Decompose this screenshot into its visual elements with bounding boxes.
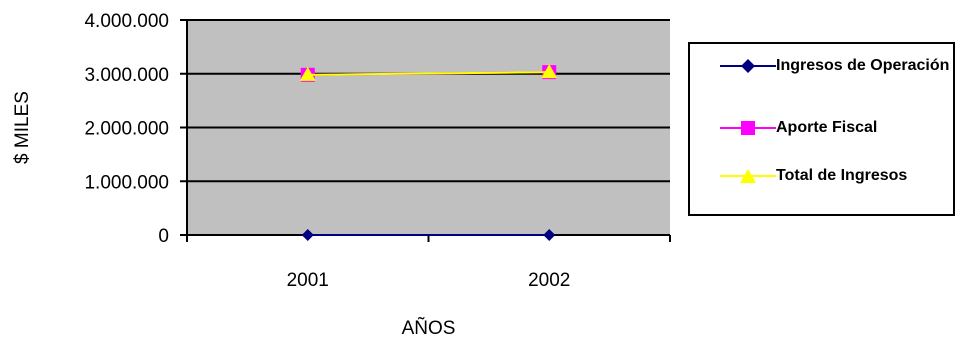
data-point-marker	[299, 66, 316, 81]
legend-label-total-ingresos: Total de Ingresos	[776, 167, 908, 184]
x-tick-label: 2001	[287, 270, 329, 291]
legend-label-aporte-fiscal: Aporte Fiscal	[776, 119, 878, 136]
legend: Ingresos de Operación Aporte Fiscal Tota…	[688, 42, 955, 216]
series-0	[301, 229, 556, 241]
legend-swatch-aporte-fiscal	[720, 121, 776, 135]
y-tick-label: 1.000.000	[84, 172, 169, 193]
x-tick-label: 2002	[528, 270, 570, 291]
series-line	[307, 71, 550, 76]
data-point-marker	[543, 229, 556, 241]
y-axis-ticks: 0 1.000.000 2.000.000 3.000.000 4.000.000	[84, 11, 187, 247]
y-axis-title: $ MILES	[12, 91, 33, 164]
y-tick-label: 3.000.000	[84, 65, 169, 86]
legend-swatch-total-ingresos	[720, 169, 776, 183]
legend-swatch-ingresos-operacion	[720, 59, 776, 73]
y-tick-label: 0	[158, 226, 169, 247]
x-axis-title: AÑOS	[402, 317, 456, 338]
legend-label-ingresos-operacion: Ingresos de Operación	[776, 57, 950, 74]
series-group	[299, 64, 558, 241]
data-point-marker	[541, 64, 558, 79]
y-tick-label: 2.000.000	[84, 119, 169, 140]
data-point-marker	[301, 229, 314, 241]
x-axis-ticks: 2001 2002	[186, 235, 671, 291]
y-tick-label: 4.000.000	[84, 11, 169, 32]
series-2	[299, 64, 558, 81]
